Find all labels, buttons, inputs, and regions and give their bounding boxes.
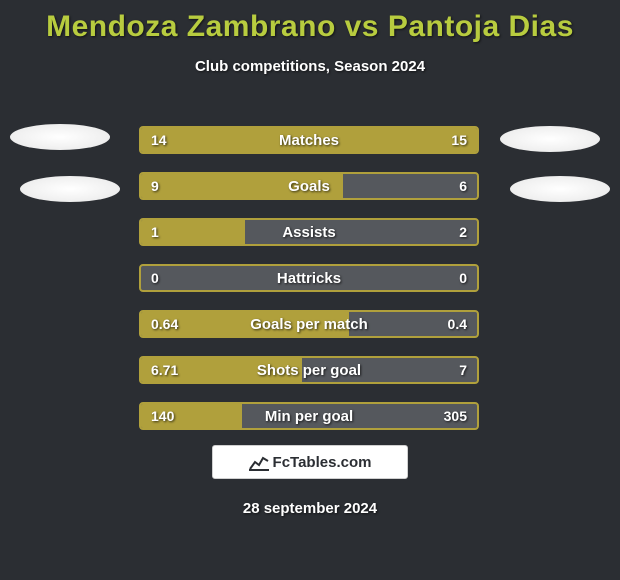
stat-label: Hattricks [141,266,477,290]
page-title: Mendoza Zambrano vs Pantoja Dias [0,0,620,44]
player-right-ellipse-1 [500,126,600,152]
stat-row: 1415Matches [139,126,479,154]
stat-row: 0.640.4Goals per match [139,310,479,338]
date-label: 28 september 2024 [0,500,620,517]
stat-left-value: 0 [151,266,159,290]
subtitle: Club competitions, Season 2024 [0,58,620,75]
player-left-ellipse-2 [20,176,120,202]
stat-right-value: 6 [459,174,467,198]
stat-right-value: 0 [459,266,467,290]
stat-row: 12Assists [139,218,479,246]
stat-right-value: 305 [444,404,467,428]
stat-left-fill [141,174,343,198]
stat-left-fill [141,312,349,336]
brand-text: FcTables.com [273,454,372,471]
brand-box[interactable]: FcTables.com [212,445,408,479]
stat-row: 6.717Shots per goal [139,356,479,384]
stats-chart: 1415Matches 96Goals 12Assists 0 0Hattricks 0.… [139,126,479,448]
stat-left-fill [141,220,245,244]
player-right-ellipse-2 [510,176,610,202]
stat-row: 96Goals [139,172,479,200]
player-left-ellipse-1 [10,124,110,150]
stat-right-value: 7 [459,358,467,382]
stat-left-fill [141,128,302,152]
stat-right-value: 0.4 [448,312,467,336]
stat-right-value: 2 [459,220,467,244]
stat-row: 140305Min per goal [139,402,479,430]
stat-row: 0 0Hattricks [139,264,479,292]
stat-right-fill [302,128,477,152]
stat-left-fill [141,358,302,382]
brand-logo-icon [249,453,269,471]
stat-left-fill [141,404,242,428]
